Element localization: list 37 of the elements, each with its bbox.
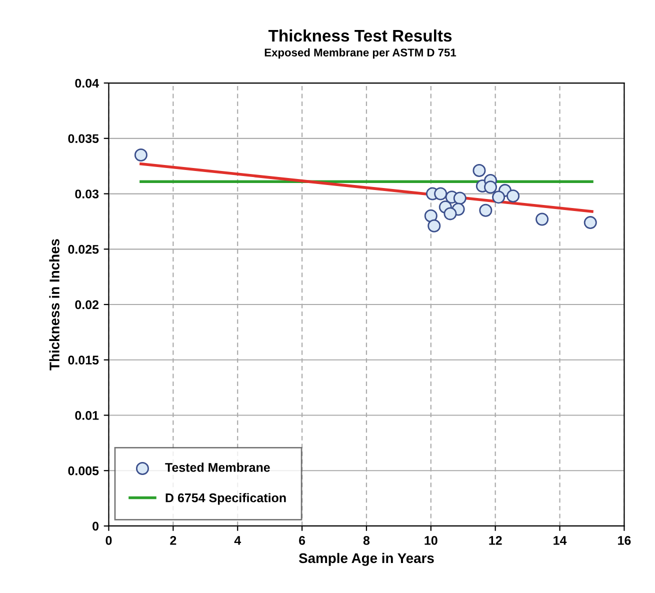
y-tick-label: 0.04 [75,78,99,88]
y-tick-label: 0.015 [68,356,99,365]
point [453,192,466,205]
point [584,216,597,230]
y-axis-title: Thickness in Inches [49,239,60,370]
y-tick-label: 0.02 [75,300,99,310]
y-tick-label: 0.005 [68,466,99,476]
x-tick-label: 12 [489,536,502,545]
x-tick-label: 6 [299,536,306,545]
point [479,204,492,217]
point [484,180,498,194]
x-axis-title: Sample Age in Years [298,552,434,566]
legend-label: D 6754 Specification [166,493,286,505]
point [472,164,486,178]
x-tick-label: 10 [424,536,438,545]
chart-title: Thickness Test Results [268,29,452,42]
x-tick-label: 2 [170,536,176,545]
x-tick-label: 4 [234,536,242,545]
x-tick-label: 16 [618,536,631,545]
legend-label: Tested Membrane [165,462,270,472]
x-tick-label: 0 [106,536,112,545]
y-tick-label: 0.03 [75,190,99,198]
x-tick-label: 14 [554,536,567,545]
point [536,212,549,226]
y-tick-label: 0.035 [68,134,99,144]
y-tick-label: 0 [92,522,98,531]
y-tick-label: 0.025 [68,244,99,254]
point [424,209,438,222]
point [434,187,448,200]
point [506,189,520,202]
point [492,190,506,204]
chart-subtitle: Exposed Membrane per ASTM D 751 [264,48,456,59]
point [428,219,441,232]
y-tick-label: 0.01 [75,411,99,420]
x-tick-label: 8 [363,536,370,545]
point [134,148,148,162]
point [444,207,457,220]
